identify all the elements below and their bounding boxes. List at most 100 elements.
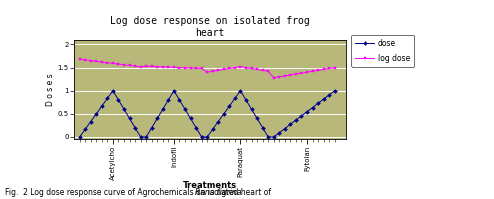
Title: Log dose response on isolated frog
heart: Log dose response on isolated frog heart (110, 16, 310, 38)
dose (232, 97, 238, 100)
log dose (265, 70, 271, 72)
dose (265, 136, 271, 138)
log dose (104, 61, 110, 64)
log dose (165, 66, 171, 68)
Line: log dose: log dose (78, 58, 336, 79)
dose (282, 127, 288, 130)
log dose (99, 61, 105, 63)
log dose (315, 69, 321, 71)
dose (176, 99, 182, 101)
dose (182, 108, 188, 110)
dose (77, 136, 82, 138)
log dose (332, 66, 338, 69)
log dose (138, 66, 144, 68)
log dose (304, 71, 310, 73)
dose (221, 113, 227, 115)
Legend: dose, log dose: dose, log dose (351, 35, 414, 67)
log dose (221, 68, 227, 71)
log dose (199, 67, 205, 70)
log dose (149, 65, 155, 68)
log dose (93, 60, 99, 62)
log dose (326, 67, 332, 70)
dose (260, 127, 266, 129)
dose (321, 98, 327, 100)
dose (298, 115, 304, 117)
log dose (271, 77, 277, 79)
dose (332, 90, 338, 92)
log dose (110, 62, 116, 65)
log dose (176, 66, 182, 69)
log dose (116, 63, 122, 65)
log dose (126, 64, 132, 67)
X-axis label: Treatments: Treatments (183, 181, 237, 190)
dose (248, 108, 254, 110)
log dose (260, 69, 266, 71)
log dose (188, 67, 194, 69)
log dose (77, 58, 82, 60)
dose (82, 128, 88, 131)
dose (104, 97, 110, 100)
dose (165, 99, 171, 101)
dose (238, 90, 244, 92)
dose (326, 94, 332, 96)
log dose (215, 69, 221, 71)
log dose (321, 68, 327, 71)
dose (121, 108, 127, 110)
log dose (193, 67, 199, 69)
dose (171, 90, 177, 92)
dose (188, 117, 194, 120)
dose (271, 136, 277, 138)
log dose (310, 70, 316, 72)
log dose (254, 68, 260, 71)
dose (310, 106, 316, 109)
log dose (88, 60, 94, 62)
log dose (282, 75, 288, 77)
log dose (171, 66, 177, 68)
log dose (82, 59, 88, 61)
dose (254, 117, 260, 120)
log dose (132, 65, 138, 67)
log dose (232, 66, 238, 69)
log dose (160, 66, 166, 68)
log dose (248, 67, 254, 70)
dose (93, 113, 99, 115)
dose (199, 136, 205, 138)
Text: Fig.  2 Log dose response curve of Agrochemicals on isolated heart of: Fig. 2 Log dose response curve of Agroch… (5, 188, 274, 197)
log dose (210, 70, 216, 72)
log dose (243, 66, 249, 69)
dose (110, 90, 116, 92)
dose (132, 127, 138, 129)
dose (215, 120, 221, 123)
dose (99, 105, 105, 107)
dose (88, 120, 94, 123)
dose (315, 102, 321, 104)
log dose (143, 65, 149, 67)
dose (143, 136, 149, 138)
log dose (121, 64, 127, 66)
dose (116, 99, 122, 101)
dose (154, 117, 160, 120)
log dose (276, 76, 282, 78)
dose (193, 127, 199, 129)
log dose (226, 67, 232, 70)
dose (204, 136, 210, 138)
log dose (288, 74, 293, 76)
dose (126, 117, 132, 120)
dose (149, 127, 155, 129)
Line: dose: dose (78, 89, 336, 138)
dose (160, 108, 166, 110)
dose (138, 136, 144, 138)
log dose (238, 65, 244, 68)
log dose (182, 67, 188, 69)
log dose (204, 71, 210, 73)
dose (293, 119, 299, 121)
dose (276, 132, 282, 134)
dose (288, 123, 293, 126)
Y-axis label: D o s e s: D o s e s (45, 73, 55, 106)
log dose (298, 72, 304, 74)
dose (304, 111, 310, 113)
dose (210, 128, 216, 131)
Text: Rana tigrina: Rana tigrina (195, 188, 242, 197)
dose (226, 105, 232, 107)
dose (243, 99, 249, 101)
